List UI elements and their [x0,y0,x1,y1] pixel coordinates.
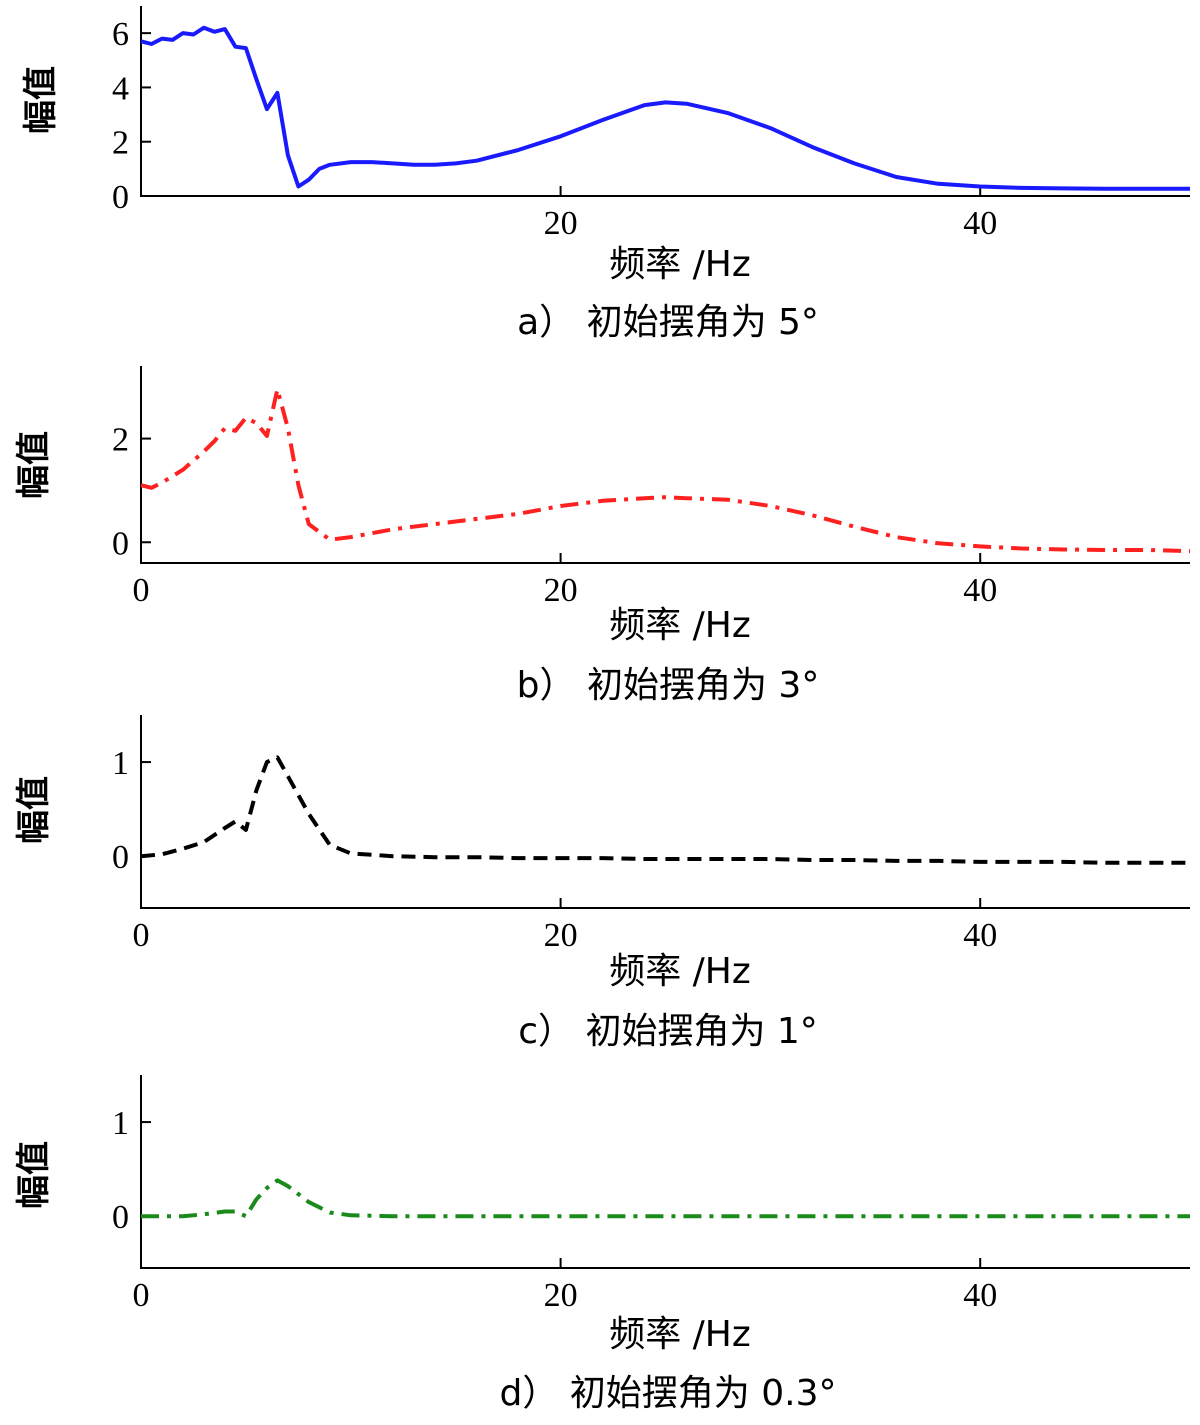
panel-d-ytick-label: 1 [112,1105,129,1142]
panel-d-caption: d） 初始摆角为 0.3° [500,1373,837,1414]
panel-b-xtick-label: 20 [544,572,578,609]
panel-b-xtick-label: 40 [963,572,997,609]
panel-c-ytick-label: 1 [112,745,129,782]
panel-a-caption: a） 初始摆角为 5° [517,302,819,343]
panel-b-ylabel: 幅值 [14,431,54,499]
panel-c-series-line [140,755,1190,865]
panel-b-ticks: 0 20 40 0 2 [112,422,997,609]
panel-c-axes [140,715,1190,909]
panel-c-xlabel: 频率 /Hz [609,951,751,992]
panel-a-xtick-label: 20 [544,205,578,242]
panel-a-xlabel: 频率 /Hz [609,244,751,285]
panel-d-xtick-label: 20 [544,1277,578,1314]
panel-a: 幅值 频率 /Hz a） 初始摆角为 5° 20 40 0 2 4 6 [21,6,1190,343]
panel-a-ytick-label: 6 [112,16,129,53]
panel-c-ytick-label: 0 [112,839,129,876]
panel-d-series-line [141,1178,1190,1219]
panel-b-caption: b） 初始摆角为 3° [517,665,820,706]
panel-d-axes [140,1075,1190,1269]
panel-d-ytick-label: 0 [112,1199,129,1236]
panel-b-series-line [140,387,1191,554]
panel-b-axes [140,366,1190,564]
panel-a-ytick-label: 4 [112,70,129,107]
panel-d-ylabel: 幅值 [14,1141,54,1209]
panel-b: 幅值 频率 /Hz b） 初始摆角为 3° 0 20 40 0 2 [14,366,1191,706]
panel-a-ytick-label: 2 [112,125,129,162]
panel-b-ytick-label: 0 [112,525,129,562]
panel-c-xtick-label: 0 [133,917,150,954]
panel-a-xtick-label: 40 [963,205,997,242]
panel-d-ticks: 0 20 40 0 1 [112,1105,997,1314]
panel-a-series-line [140,25,1190,191]
panel-a-ticks: 20 40 0 2 4 6 [112,16,997,242]
panel-d: 幅值 频率 /Hz d） 初始摆角为 0.3° 0 20 40 0 1 [14,1075,1190,1414]
panel-b-xtick-label: 0 [133,572,150,609]
panel-c-xtick-label: 40 [963,917,997,954]
panel-a-ylabel: 幅值 [21,66,61,134]
panel-d-xlabel: 频率 /Hz [609,1314,751,1355]
panel-b-ytick-label: 2 [112,422,129,459]
panel-c-ticks: 0 20 40 0 1 [112,745,997,954]
panel-b-xlabel: 频率 /Hz [609,605,751,646]
panel-c-xtick-label: 20 [544,917,578,954]
panel-a-ytick-label: 0 [112,179,129,216]
panel-c: 幅值 频率 /Hz c） 初始摆角为 1° 0 20 40 0 1 [14,715,1190,1052]
panel-d-xtick-label: 40 [963,1277,997,1314]
panel-d-xtick-label: 0 [133,1277,150,1314]
panel-c-ylabel: 幅值 [14,776,54,844]
panel-c-caption: c） 初始摆角为 1° [518,1011,818,1052]
